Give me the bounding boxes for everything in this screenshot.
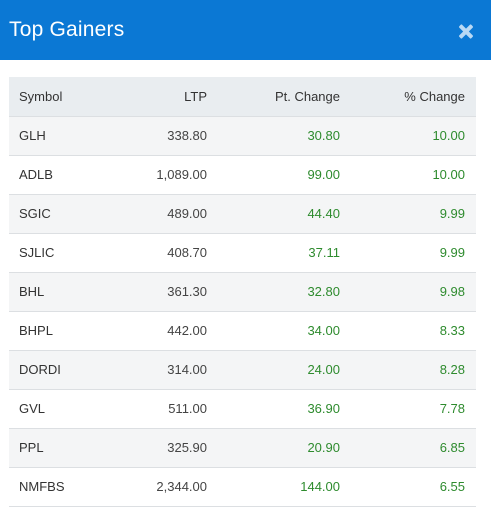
cell-pt-change: 24.00 bbox=[307, 362, 340, 377]
table-row[interactable]: BHPL 442.00 34.00 8.33 bbox=[9, 311, 476, 350]
cell-pct-change: 8.28 bbox=[439, 362, 465, 377]
cell-ltp: 361.30 bbox=[167, 284, 207, 299]
cell-symbol[interactable]: PPL bbox=[19, 440, 44, 455]
cell-spacer bbox=[465, 194, 476, 233]
table-header-row: Symbol LTP Pt. Change % Change bbox=[9, 77, 476, 116]
cell-pt-change: 144.00 bbox=[300, 479, 340, 494]
cell-pct-change: 9.99 bbox=[439, 245, 465, 260]
cell-spacer bbox=[465, 116, 476, 155]
cell-spacer bbox=[465, 350, 476, 389]
cell-pt-change: 20.90 bbox=[307, 440, 340, 455]
gainers-table-container: Symbol LTP Pt. Change % Change GLH 338.80… bbox=[9, 77, 476, 507]
table-body: GLH 338.80 30.80 10.00 ADLB 1,089.00 99.00 10.0… bbox=[9, 116, 476, 506]
table-row[interactable]: SJLIC 408.70 37.11 9.99 bbox=[9, 233, 476, 272]
column-spacer bbox=[465, 77, 476, 116]
column-header-symbol[interactable]: Symbol bbox=[19, 88, 63, 104]
cell-pct-change: 6.55 bbox=[439, 479, 465, 494]
table-row[interactable]: PPL 325.90 20.90 6.85 bbox=[9, 428, 476, 467]
cell-symbol[interactable]: GVL bbox=[19, 401, 46, 416]
cell-pct-change: 7.78 bbox=[439, 401, 465, 416]
table-row[interactable]: GLH 338.80 30.80 10.00 bbox=[9, 116, 476, 155]
cell-spacer bbox=[465, 467, 476, 506]
cell-pt-change: 44.40 bbox=[307, 206, 340, 221]
gainers-table: Symbol LTP Pt. Change % Change GLH 338.80… bbox=[9, 77, 476, 507]
modal-title: Top Gainers bbox=[9, 18, 125, 41]
cell-symbol[interactable]: BHL bbox=[19, 284, 45, 299]
cell-symbol[interactable]: NMFBS bbox=[19, 479, 65, 494]
table-row[interactable]: ADLB 1,089.00 99.00 10.00 bbox=[9, 155, 476, 194]
cell-symbol[interactable]: SJLIC bbox=[19, 245, 55, 260]
cell-ltp: 442.00 bbox=[167, 323, 207, 338]
cell-symbol[interactable]: BHPL bbox=[19, 323, 53, 338]
cell-ltp: 489.00 bbox=[167, 206, 207, 221]
cell-spacer bbox=[465, 233, 476, 272]
modal-header: Top Gainers bbox=[0, 0, 491, 60]
cell-spacer bbox=[465, 155, 476, 194]
cell-symbol[interactable]: SGIC bbox=[19, 206, 51, 221]
cell-pt-change: 32.80 bbox=[307, 284, 340, 299]
table-row[interactable]: BHL 361.30 32.80 9.98 bbox=[9, 272, 476, 311]
cell-symbol[interactable]: ADLB bbox=[19, 167, 53, 182]
cell-pct-change: 8.33 bbox=[439, 323, 465, 338]
cell-ltp: 2,344.00 bbox=[156, 479, 207, 494]
cell-ltp: 511.00 bbox=[168, 401, 207, 416]
cell-spacer bbox=[465, 272, 476, 311]
column-header-pt-change[interactable]: Pt. Change bbox=[274, 88, 340, 104]
table-row[interactable]: DORDI 314.00 24.00 8.28 bbox=[9, 350, 476, 389]
column-header-ltp[interactable]: LTP bbox=[184, 88, 207, 104]
cell-spacer bbox=[465, 428, 476, 467]
cell-pt-change: 34.00 bbox=[307, 323, 340, 338]
cell-spacer bbox=[465, 389, 476, 428]
cell-pt-change: 99.00 bbox=[307, 167, 340, 182]
cell-symbol[interactable]: DORDI bbox=[19, 362, 61, 377]
cell-ltp: 338.80 bbox=[167, 128, 207, 143]
cell-pt-change: 37.11 bbox=[308, 245, 340, 260]
column-header-pct-change[interactable]: % Change bbox=[404, 88, 465, 104]
cell-pct-change: 9.98 bbox=[439, 284, 465, 299]
cell-pct-change: 6.85 bbox=[439, 440, 465, 455]
cell-pt-change: 30.80 bbox=[307, 128, 340, 143]
cell-ltp: 314.00 bbox=[167, 362, 207, 377]
table-row[interactable]: GVL 511.00 36.90 7.78 bbox=[9, 389, 476, 428]
table-row[interactable]: NMFBS 2,344.00 144.00 6.55 bbox=[9, 467, 476, 506]
cell-symbol[interactable]: GLH bbox=[19, 128, 46, 143]
cell-pct-change: 10.00 bbox=[432, 128, 465, 143]
close-icon[interactable] bbox=[455, 21, 477, 43]
cell-ltp: 325.90 bbox=[167, 440, 207, 455]
cell-ltp: 1,089.00 bbox=[156, 167, 207, 182]
cell-ltp: 408.70 bbox=[167, 245, 207, 260]
cell-spacer bbox=[465, 311, 476, 350]
cell-pct-change: 9.99 bbox=[439, 206, 465, 221]
table-row[interactable]: SGIC 489.00 44.40 9.99 bbox=[9, 194, 476, 233]
cell-pct-change: 10.00 bbox=[432, 167, 465, 182]
cell-pt-change: 36.90 bbox=[307, 401, 340, 416]
